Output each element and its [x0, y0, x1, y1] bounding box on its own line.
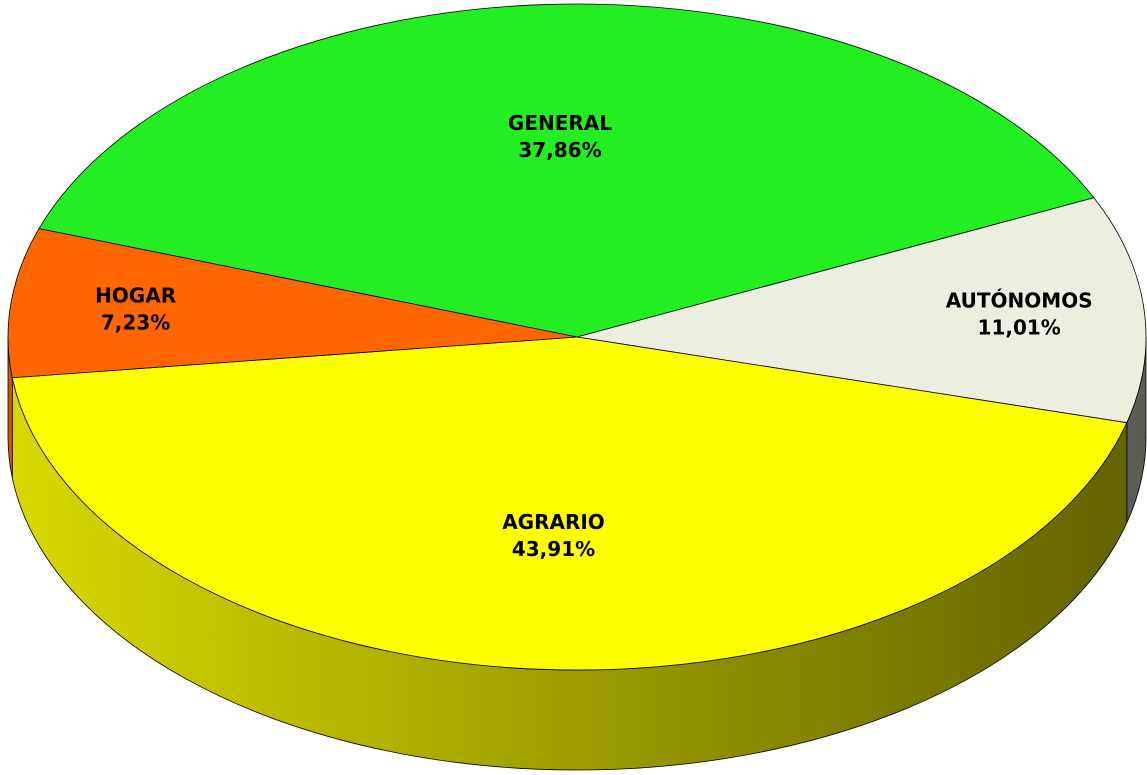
slice	[576, 197, 1147, 424]
slice-label: AUTÓNOMOS	[946, 288, 1093, 312]
slice-value-label: 37,86%	[518, 138, 601, 162]
slice-label: HOGAR	[95, 283, 176, 307]
slice-label: GENERAL	[508, 111, 612, 135]
slice-value-label: 7,23%	[101, 310, 170, 334]
slice-value-label: 11,01%	[978, 315, 1061, 339]
slice-value-label: 43,91%	[512, 537, 595, 561]
slice-label: AGRARIO	[502, 510, 605, 534]
slice	[7, 228, 578, 379]
slice	[11, 336, 1128, 671]
slice	[38, 3, 1095, 338]
